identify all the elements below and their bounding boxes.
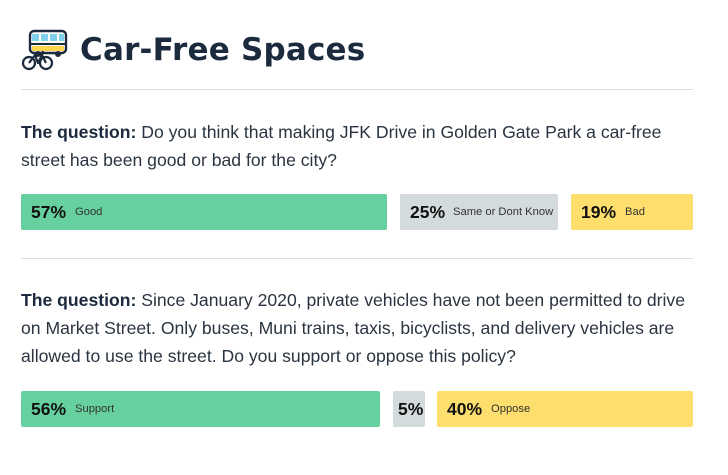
question-text: Do you think that making JFK Drive in Go…	[21, 122, 662, 170]
result-label: Support	[75, 403, 115, 415]
result-segment-good: 57% Good	[21, 194, 387, 230]
section-divider	[21, 258, 693, 259]
result-label: Bad	[625, 206, 645, 218]
question-lead: The question:	[21, 122, 137, 142]
question-text: Since January 2020, private vehicles hav…	[21, 290, 686, 366]
section-divider	[21, 89, 693, 90]
result-segment-neutral: 25% Same or Dont Know	[400, 194, 558, 230]
results-bar-1: 57% Good 25% Same or Dont Know 19% Bad	[21, 194, 693, 230]
result-percent: 25%	[410, 201, 446, 222]
results-bar-2: 56% Support 5% 40% Oppose	[21, 391, 693, 427]
result-percent: 57%	[31, 201, 67, 222]
question-lead: The question:	[21, 290, 137, 310]
question-2: The question: Since January 2020, privat…	[21, 286, 693, 370]
result-segment-oppose: 40% Oppose	[437, 391, 693, 427]
result-percent: 5%	[398, 398, 424, 419]
result-percent: 40%	[447, 398, 483, 419]
page-header: Car-Free Spaces	[21, 28, 365, 72]
result-percent: 56%	[31, 398, 67, 419]
result-segment-support: 56% Support	[21, 391, 380, 427]
result-percent: 19%	[581, 201, 617, 222]
result-segment-bad: 19% Bad	[571, 194, 693, 230]
result-label: Good	[75, 206, 103, 218]
bus-and-bicycle-icon	[21, 29, 68, 71]
page-title: Car-Free Spaces	[80, 32, 366, 68]
result-segment-neutral: 5%	[393, 391, 425, 427]
result-label: Oppose	[491, 403, 531, 415]
result-label: Same or Dont Know	[453, 206, 554, 218]
question-1: The question: Do you think that making J…	[21, 118, 693, 174]
